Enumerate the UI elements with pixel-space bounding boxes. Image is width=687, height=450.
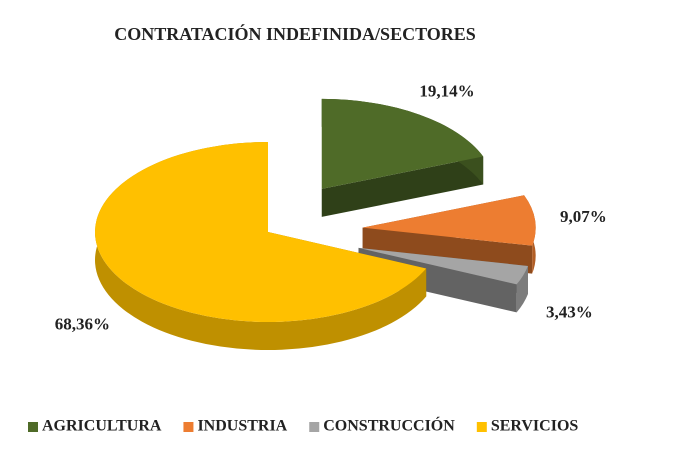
data-label: 19,14% (419, 81, 474, 100)
slice (362, 195, 536, 246)
slice (95, 142, 427, 323)
legend-swatch (476, 422, 487, 432)
data-label: 9,07% (560, 207, 607, 226)
data-label: 68,36% (55, 315, 110, 334)
legend-swatch (28, 422, 38, 432)
slice-wall (321, 156, 484, 217)
slice-side (516, 265, 528, 313)
slice-tops (95, 98, 536, 323)
legend-label: SERVICIOS (491, 418, 579, 435)
legend-label: CONSTRUCCIÓN (323, 416, 455, 435)
slice (358, 247, 528, 285)
data-label: 3,43% (546, 302, 593, 321)
legend-swatch (309, 422, 320, 432)
legend-label: INDUSTRIA (197, 418, 287, 435)
chart-title: CONTRATACIÓN INDEFINIDA/SECTORES (114, 23, 476, 44)
slice (321, 98, 484, 189)
legend-swatch (183, 422, 194, 432)
legend-label: AGRICULTURA (42, 418, 162, 435)
